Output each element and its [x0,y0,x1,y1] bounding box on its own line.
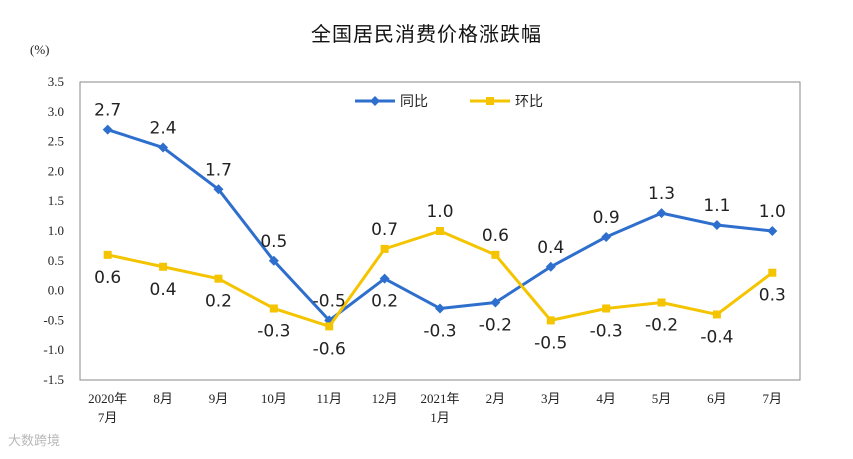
mom-data-label: -0.3 [590,321,623,341]
yoy-data-label: 0.5 [260,232,287,252]
mom-point [657,298,666,307]
x-tick-label: 3月 [541,391,561,406]
legend-label-yoy: 同比 [400,94,428,110]
yoy-data-label: -0.5 [313,291,346,311]
x-tick-label: 6月 [707,391,727,406]
mom-point [491,250,500,259]
mom-point [269,304,278,313]
legend-marker-mom [486,97,494,105]
mom-data-label: 0.2 [205,292,232,312]
mom-data-label: 0.6 [482,226,509,246]
yoy-data-label: 2.4 [150,119,177,139]
x-tick-label: 9月 [209,391,229,406]
yoy-point [268,255,279,266]
x-tick-label: 4月 [596,391,616,406]
yoy-point [545,261,556,272]
y-tick-label: 2.0 [48,163,64,178]
y-tick-label: -1.5 [43,372,64,387]
x-tick-label: 1月 [430,410,450,425]
mom-data-label: 0.6 [94,268,121,288]
yoy-data-label: 0.2 [371,292,398,312]
yoy-data-label: 2.7 [94,101,121,121]
x-tick-label: 12月 [372,391,398,406]
yoy-point [158,142,169,153]
yoy-data-label: 0.4 [537,238,564,258]
x-tick-label: 2021年 [420,391,459,406]
yoy-point [656,208,667,219]
mom-data-label: -0.4 [700,327,733,347]
yoy-data-label: 1.3 [648,184,675,204]
mom-data-label: -0.2 [645,316,678,336]
mom-data-label: 1.0 [426,202,453,222]
x-tick-label: 5月 [652,391,672,406]
chart-title: 全国居民消费价格涨跌幅 [311,22,542,46]
mom-point [325,322,334,331]
mom-data-label: 0.3 [759,286,786,306]
x-tick-label: 10月 [261,391,287,406]
y-tick-label: 0.0 [48,283,64,298]
yoy-point [435,303,445,314]
mom-data-label: -0.3 [257,321,290,341]
y-tick-label: 0.5 [48,253,64,268]
y-axis-unit: (%) [30,42,50,57]
mom-point [768,268,777,277]
legend-marker-yoy [370,96,380,106]
mom-data-label: 0.7 [371,220,398,240]
y-tick-label: 3.5 [48,74,64,89]
yoy-data-label: 0.9 [593,208,620,228]
yoy-point [379,273,390,284]
y-tick-label: 1.5 [48,193,64,208]
mom-data-label: -0.5 [534,333,567,353]
yoy-point [102,124,113,135]
mom-point [380,244,389,253]
legend-label-mom: 环比 [515,94,543,110]
yoy-point [767,226,778,236]
yoy-data-label: 1.7 [205,160,232,180]
x-tick-label: 2月 [486,391,506,406]
y-tick-label: 3.0 [48,104,64,119]
y-tick-label: 2.5 [48,134,64,149]
yoy-point [711,220,722,231]
x-tick-label: 8月 [153,391,173,406]
mom-data-label: 0.4 [150,280,177,300]
yoy-point [601,231,612,242]
mom-point [103,250,112,259]
mom-point [602,304,611,313]
mom-data-label: -0.6 [313,339,346,359]
plot-frame [79,81,801,381]
y-tick-label: -0.5 [43,312,64,327]
yoy-point [490,297,501,308]
yoy-data-label: -0.3 [423,321,456,341]
yoy-data-label: -0.2 [479,316,512,336]
x-tick-label: 7月 [98,410,118,425]
mom-point [159,262,168,271]
x-tick-label: 11月 [316,391,342,406]
mom-point [712,310,721,319]
x-tick-label: 7月 [763,391,783,406]
y-tick-label: 1.0 [48,223,64,238]
yoy-data-label: 1.0 [759,202,786,222]
yoy-point [213,184,224,195]
mom-point [546,316,555,325]
mom-point [214,274,223,283]
yoy-data-label: 1.1 [703,196,730,216]
y-tick-label: -1.0 [43,342,64,357]
x-tick-label: 2020年 [88,391,127,406]
watermark: 大数跨境 [8,434,61,449]
mom-point [436,227,444,235]
